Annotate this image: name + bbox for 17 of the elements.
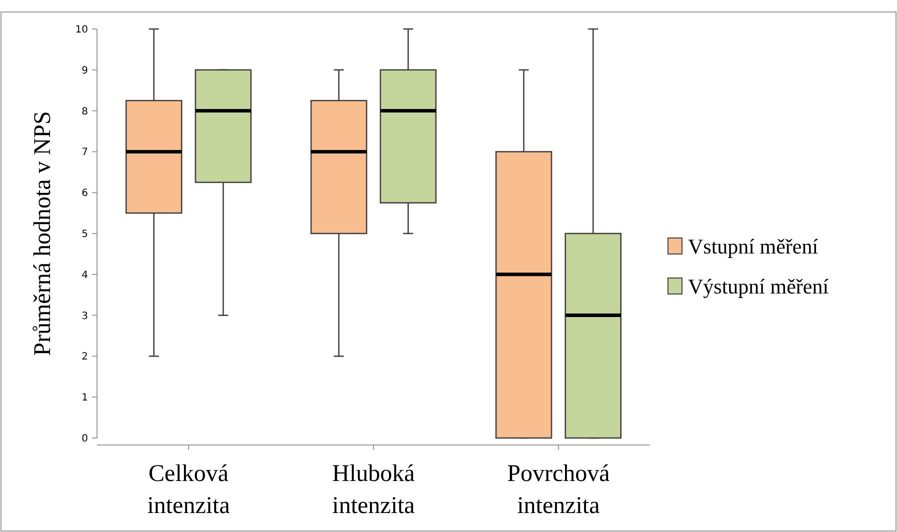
- x-tick-label: Hluboká intenzita: [332, 461, 416, 519]
- x-tick-label: Celková intenzita: [147, 461, 230, 519]
- y-tick-label: 6: [82, 188, 88, 200]
- y-tick-label: 1: [82, 392, 88, 404]
- y-tick-label: 3: [82, 310, 88, 322]
- y-tick-label: 4: [82, 270, 88, 281]
- y-tick-label: 2: [82, 352, 88, 363]
- y-tick-label: 9: [82, 65, 88, 76]
- x-tick-label: Povrchová intenzita: [507, 461, 610, 519]
- y-tick-label: 10: [75, 24, 88, 36]
- y-axis-title: Průměrná hodnota v NPS: [30, 111, 56, 356]
- legend-label: Vstupní měření: [688, 234, 818, 258]
- legend-label: Výstupní měření: [688, 274, 829, 298]
- y-tick-label: 8: [82, 106, 88, 118]
- y-tick-label: 0: [82, 434, 88, 444]
- y-tick-label: 7: [82, 147, 88, 158]
- y-tick-label: 5: [82, 229, 88, 240]
